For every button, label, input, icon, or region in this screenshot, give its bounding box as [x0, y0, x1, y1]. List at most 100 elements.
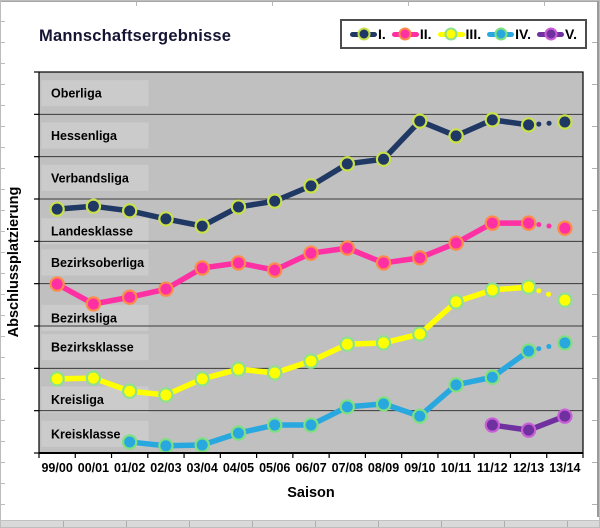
legend-label: I. — [378, 26, 386, 42]
x-tick-label: 12/13 — [513, 461, 544, 475]
data-point-II — [448, 235, 464, 251]
data-point-III — [557, 292, 573, 308]
data-point-I — [339, 156, 355, 172]
data-point-V — [484, 417, 501, 433]
league-band-label: Landesklasse — [51, 225, 133, 239]
data-point-IV — [375, 396, 392, 412]
league-band-label: Kreisliga — [51, 393, 105, 407]
legend-sample-icon — [537, 27, 565, 41]
data-point-III — [448, 294, 464, 310]
league-band-label: Kreisklasse — [51, 427, 121, 441]
legend-label: II. — [419, 26, 432, 42]
data-point-II — [121, 289, 138, 305]
data-point-I — [520, 117, 537, 133]
data-point-II — [412, 250, 428, 266]
data-point-III — [375, 335, 392, 351]
data-point-III — [520, 279, 537, 295]
data-point-II — [194, 260, 210, 276]
x-tick-label: 01/02 — [114, 461, 145, 475]
x-tick-label: 99/00 — [41, 461, 72, 475]
legend-entry-V: V. — [537, 26, 577, 42]
legend-entry-II: II. — [391, 26, 432, 42]
data-point-II — [267, 262, 283, 278]
data-point-IV — [121, 434, 138, 450]
data-point-II — [303, 245, 319, 261]
data-point-III — [339, 336, 355, 352]
legend-entry-III: III. — [437, 26, 482, 42]
data-point-III — [85, 370, 102, 386]
league-band-patch — [41, 334, 149, 361]
league-band-label: Verbandsliga — [51, 171, 130, 185]
legend-sample-icon — [437, 27, 465, 41]
data-point-I — [484, 112, 501, 128]
league-band-patch — [41, 80, 149, 107]
legend-entry-I: I. — [350, 26, 386, 42]
series-dotted-segment-III — [536, 288, 561, 301]
data-point-II — [520, 215, 537, 231]
legend-sample-icon — [487, 27, 515, 41]
data-point-II — [339, 240, 355, 256]
data-point-IV — [520, 343, 537, 359]
data-point-II — [375, 255, 392, 271]
data-point-I — [194, 218, 210, 234]
data-point-I — [121, 203, 138, 219]
league-band-label: Oberliga — [51, 87, 103, 101]
data-point-I — [375, 151, 392, 167]
data-point-III — [158, 387, 174, 403]
league-band-label: Hessenliga — [51, 129, 118, 143]
league-band-patch — [41, 122, 149, 149]
chart-legend: I. II. III. IV. V. — [340, 19, 587, 49]
league-band-label: Bezirksliga — [51, 311, 118, 325]
league-band-label: Bezirksoberliga — [51, 256, 145, 270]
data-point-III — [49, 371, 65, 387]
legend-entry-IV: IV. — [487, 26, 531, 42]
legend-sample-icon — [350, 27, 378, 41]
data-point-I — [412, 113, 428, 129]
x-axis-title: Saison — [287, 485, 335, 501]
data-point-IV — [557, 335, 573, 351]
data-point-IV — [412, 408, 428, 424]
data-point-V — [520, 422, 537, 438]
data-point-III — [267, 365, 283, 381]
data-point-II — [49, 276, 65, 292]
x-tick-label: 07/08 — [332, 461, 363, 475]
data-point-I — [557, 114, 573, 130]
data-point-I — [230, 199, 247, 215]
x-tick-label: 03/04 — [187, 461, 218, 475]
x-tick-label: 13/14 — [549, 461, 580, 475]
x-tick-label: 02/03 — [150, 461, 181, 475]
series-dotted-segment-II — [536, 222, 561, 230]
data-point-I — [49, 201, 65, 217]
league-band-label: Bezirksklasse — [51, 341, 134, 355]
x-tick-label: 11/12 — [477, 461, 508, 475]
data-point-II — [557, 220, 573, 236]
data-point-IV — [158, 438, 174, 454]
data-point-III — [484, 282, 501, 298]
data-point-II — [85, 296, 102, 312]
data-point-II — [230, 255, 247, 271]
x-tick-label: 08/09 — [368, 461, 399, 475]
data-point-I — [448, 128, 464, 144]
data-point-III — [230, 361, 247, 377]
data-point-I — [267, 193, 283, 209]
x-tick-label: 04/05 — [223, 461, 254, 475]
data-point-III — [412, 326, 428, 342]
legend-label: IV. — [515, 26, 531, 42]
legend-label: III. — [465, 26, 482, 42]
data-point-III — [121, 383, 138, 399]
league-band-patch — [41, 164, 149, 191]
data-point-I — [158, 211, 174, 227]
data-point-I — [303, 178, 319, 194]
data-point-II — [158, 281, 174, 297]
legend-sample-icon — [391, 27, 419, 41]
x-tick-label: 10/11 — [441, 461, 472, 475]
data-point-III — [194, 371, 210, 387]
league-band-patch — [41, 249, 149, 276]
league-band-patch — [41, 218, 149, 245]
data-point-IV — [339, 399, 355, 415]
data-point-V — [557, 408, 573, 424]
legend-label: V. — [565, 26, 577, 42]
data-point-IV — [448, 377, 464, 393]
series-dotted-segment-I — [536, 120, 561, 127]
